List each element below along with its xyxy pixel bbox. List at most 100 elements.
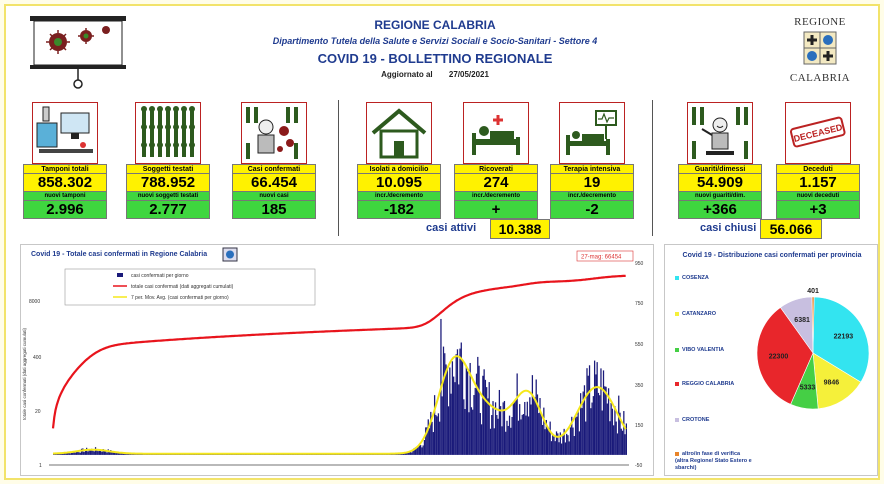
daily-bar [411,452,413,455]
right-tick-label: 750 [635,301,644,307]
card-sub-label: nuovi casi [232,192,316,201]
daily-bar [453,376,455,455]
left-tick-label: 400 [33,355,42,361]
pie-value-label: 22193 [834,333,854,340]
card-sub-label: incr./decremento [357,192,441,201]
daily-bar [430,411,432,455]
pie-title: Covid 19 - Distribuzione casi confermati… [682,252,862,259]
daily-bar [623,411,625,455]
daily-bar [587,375,589,455]
daily-bar [102,449,104,455]
daily-bar [488,382,490,455]
card-label: Tamponi totali [23,164,107,174]
daily-bar [400,453,403,455]
legend-reggio-calabria: REGGIO CALABRIA [675,381,734,388]
daily-bar [527,416,530,455]
daily-bar [557,433,559,455]
daily-bar [470,407,473,455]
daily-bar [98,449,100,455]
daily-bar [441,396,443,455]
annotation-label: 27-mag: 66454 [581,255,622,261]
daily-bar [521,414,523,455]
card-label: Terapia intensiva [550,164,634,174]
bulletin-title: COVID 19 - BOLLETTINO REGIONALE [317,51,553,66]
pie-value-label: 22300 [769,354,789,361]
daily-bar [581,408,583,455]
card-sub-label: incr./decremento [454,192,538,201]
daily-bar [553,436,555,455]
left-tick-label: 1 [39,463,42,469]
daily-bar [503,400,506,455]
region-crest-icon [803,31,837,65]
daily-bar [487,398,489,455]
daily-bar [482,375,484,455]
deceased-stamp-icon: DECEASED [785,102,851,164]
daily-bar [112,452,114,455]
right-tick-label: 550 [635,342,644,348]
daily-bar [455,354,457,455]
daily-bar [87,451,89,455]
daily-bar [489,428,492,455]
daily-bar [65,453,67,455]
daily-bar [423,440,426,455]
daily-bar [544,429,546,455]
annotation-box [576,250,634,262]
daily-bar [511,416,513,455]
daily-bar [460,342,462,455]
daily-bar [619,412,621,455]
daily-bar [475,373,478,455]
closed-cases-label: casi chiusi [700,222,757,234]
daily-bar [120,453,122,455]
legend-cosenza: COSENZA [675,275,709,282]
daily-bar [466,371,469,455]
daily-bar [539,398,541,455]
daily-bar [432,432,434,455]
daily-bar [409,451,412,455]
daily-bar [500,406,502,455]
daily-bar [435,415,437,455]
daily-bar [625,423,627,455]
daily-bar [454,382,456,455]
daily-bar [60,453,62,455]
updated-label: Aggiornato al [381,70,433,79]
daily-bar [493,428,495,455]
daily-bar [498,389,501,455]
daily-bar [77,451,79,455]
daily-bar [444,353,446,455]
card-sub-label: incr./decremento [550,192,634,201]
legend-crotone: CROTONE [675,417,709,424]
legend-catanzaro: CATANZARO [675,311,716,318]
legend-altro: altro/in fase di verifica (altra Regione… [675,451,752,471]
daily-bar [91,448,93,455]
daily-bar [408,451,410,455]
card-value: 10.095 [357,174,441,192]
province-pie-chart: 22193 9846 5333 22300 6381 401 [756,288,870,410]
daily-bar [426,427,428,455]
daily-bar [477,356,479,455]
daily-bar [512,403,514,455]
daily-bar [550,441,553,455]
daily-bar [464,409,466,455]
daily-bar [97,451,99,455]
daily-bar [484,379,487,455]
daily-bar [96,450,98,455]
card-isolati: Isolati a domicilio 10.095 incr./decreme… [357,102,441,219]
daily-bar [586,368,588,455]
daily-bar [124,453,126,455]
daily-bar [560,443,563,455]
daily-bar [615,421,617,455]
daily-bar [451,361,454,455]
daily-bar [533,398,535,455]
daily-bar [578,431,581,455]
updated-date: 27/05/2021 [448,70,489,79]
daily-bar [582,391,584,455]
card-sub-value: 185 [232,201,316,219]
daily-bar [422,445,424,455]
daily-bar [479,413,481,455]
daily-bar [463,399,465,455]
daily-bar [508,415,511,455]
crowd-icon [135,102,201,164]
card-sub-label: nuovi soggetti testati [126,192,210,201]
daily-bar [517,420,520,455]
daily-bar [428,428,431,455]
